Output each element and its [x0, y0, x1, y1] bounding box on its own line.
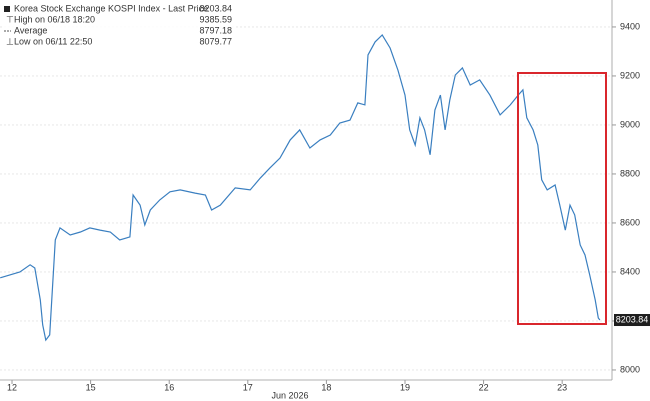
- legend-icon: ⊤: [6, 14, 14, 24]
- legend: Korea Stock Exchange KOSPI Index - Last …: [3, 2, 235, 46]
- x-tick-label: 23: [557, 382, 567, 392]
- x-tick-label: 18: [321, 382, 331, 392]
- y-tick-label: 9400: [620, 21, 640, 31]
- y-tick-label: 8800: [620, 168, 640, 178]
- x-tick-label: 15: [86, 382, 96, 392]
- legend-value: 8797.18: [199, 25, 232, 35]
- grid: [0, 26, 612, 371]
- y-tick-label: 9000: [620, 119, 640, 129]
- legend-icon: [4, 6, 10, 12]
- last-price-tag: [614, 314, 650, 327]
- y-tick-label: 8000: [620, 364, 640, 374]
- y-tick-label: 8400: [620, 266, 640, 276]
- last-price-label: 8203.84: [616, 314, 649, 324]
- legend-icon: ⊥: [6, 36, 14, 46]
- x-axis-title: Jun 2026: [271, 390, 308, 400]
- plot: [0, 34, 601, 342]
- x-tick-label: 16: [164, 382, 174, 392]
- legend-label: Average: [14, 25, 47, 35]
- x-tick-label: 22: [479, 382, 489, 392]
- legend-value: 8203.84: [199, 3, 232, 13]
- legend-label: Low on 06/11 22:50: [14, 36, 92, 46]
- legend-box: [3, 2, 235, 46]
- y-tick-label: 9200: [620, 70, 640, 80]
- legend-value: 9385.59: [199, 14, 232, 24]
- x-tick-label: 12: [7, 382, 17, 392]
- x-tick-label: 17: [243, 382, 253, 392]
- legend-label: High on 06/18 18:20: [14, 14, 95, 24]
- price-line: [0, 34, 601, 342]
- legend-value: 8079.77: [199, 36, 232, 46]
- legend-label: Korea Stock Exchange KOSPI Index - Last …: [14, 3, 208, 13]
- y-tick-label: 8600: [620, 217, 640, 227]
- x-tick-label: 19: [400, 382, 410, 392]
- highlight-box: [517, 72, 607, 325]
